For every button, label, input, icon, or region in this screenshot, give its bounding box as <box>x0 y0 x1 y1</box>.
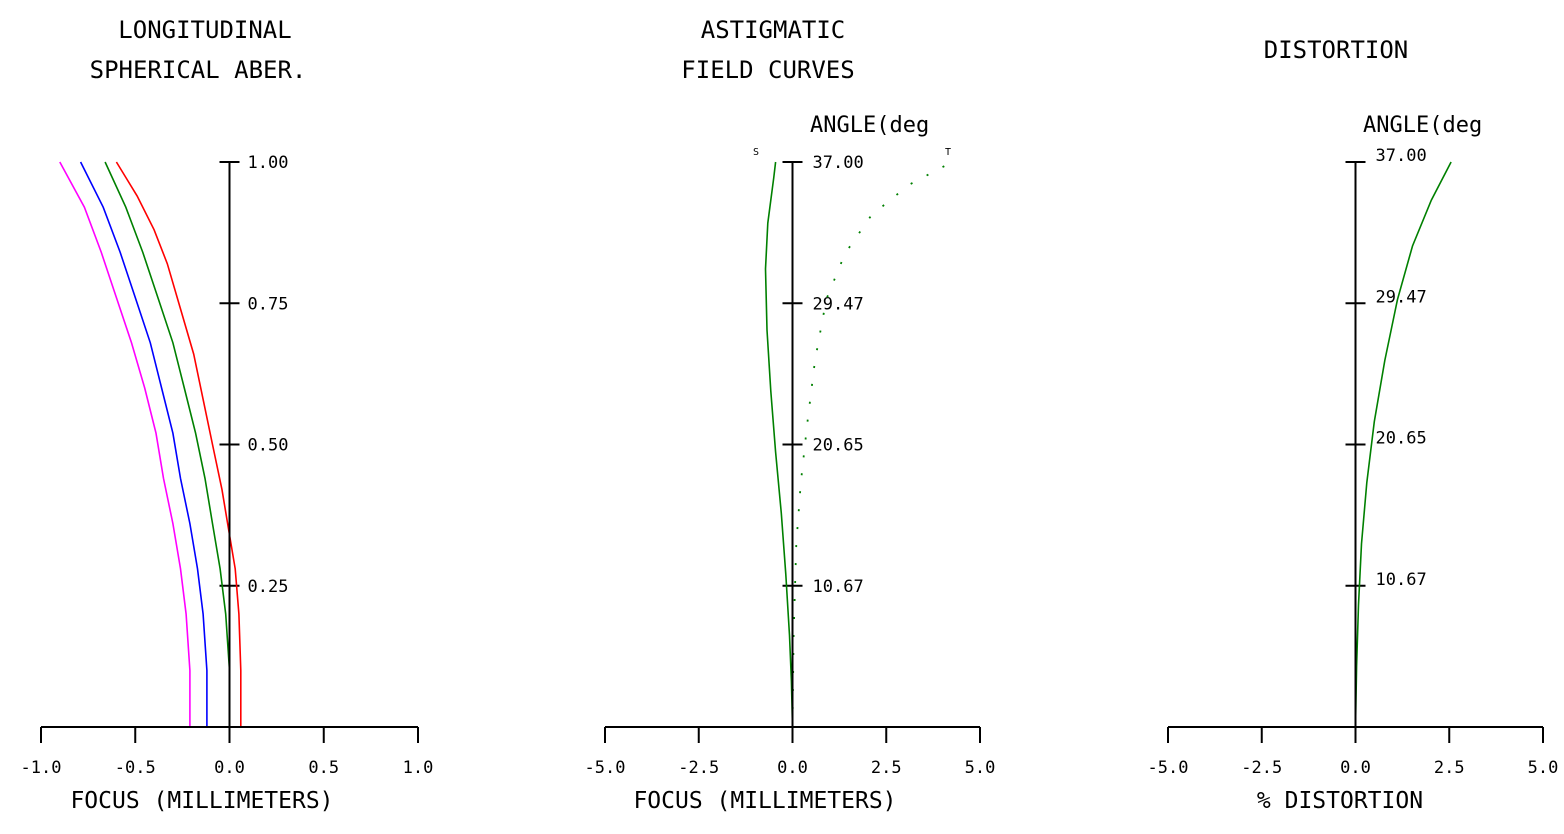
distortion-series <box>1354 161 1452 728</box>
distortion-y-ticks: 10.67 20.65 29.47 37.00 <box>1345 146 1427 590</box>
distortion-y-axis-label: ANGLE(deg <box>1363 113 1482 138</box>
distortion-y-tick-label: 10.67 <box>1376 570 1427 590</box>
astigmatic-y-axis-label: ANGLE(deg <box>810 113 929 138</box>
distortion-x-tick-label: 2.5 <box>1434 758 1465 778</box>
astigmatic-y-tick-label: 37.00 <box>813 153 864 173</box>
distortion-x-tick-label: -2.5 <box>1241 758 1282 778</box>
astigmatic-x-tick-label: 5.0 <box>965 758 996 778</box>
distortion-x-tick-label: -5.0 <box>1148 758 1189 778</box>
distortion-x-axis-label: % DISTORTION <box>1257 788 1423 814</box>
spherical-x-tick-label: -0.5 <box>115 758 156 778</box>
spherical-x-tick-label: 1.0 <box>403 758 434 778</box>
spherical-y-tick-label: 1.00 <box>248 153 289 173</box>
spherical-title-line-2: SPHERICAL ABER. <box>90 56 307 84</box>
spherical-x-tick-label: 0.5 <box>308 758 339 778</box>
astigmatic-x-tick-label: -2.5 <box>678 758 719 778</box>
spherical-series-line-4 <box>59 161 191 727</box>
spherical-y-tick-label: 0.75 <box>248 294 289 314</box>
distortion-y-tick-label: 37.00 <box>1376 146 1427 166</box>
distortion-title: DISTORTION <box>1264 36 1409 64</box>
astigmatic-series-line-1 <box>764 161 794 728</box>
astigmatic-title-line-1: ASTIGMATIC <box>701 16 846 44</box>
astigmatic-y-tick-label: 20.65 <box>813 436 864 456</box>
spherical-series <box>59 161 242 727</box>
astigmatic-x-ticks: -5.0 -2.5 0.0 2.5 5.0 <box>585 727 996 778</box>
astigmatic-series <box>764 161 955 728</box>
spherical-series-line-1 <box>115 161 242 727</box>
tangential-marker: T <box>945 147 951 158</box>
astigmatic-x-tick-label: -5.0 <box>585 758 626 778</box>
spherical-x-tick-label: 0.0 <box>214 758 245 778</box>
spherical-series-line-3 <box>79 161 208 727</box>
astigmatic-title-line-2: FIELD CURVES <box>681 56 854 84</box>
sagittal-marker: S <box>753 147 759 158</box>
spherical-y-tick-label: 0.25 <box>248 577 289 597</box>
astigmatic-panel: ASTIGMATIC FIELD CURVES ANGLE(deg S T -5… <box>585 16 996 814</box>
distortion-series-line-1 <box>1354 161 1452 728</box>
spherical-aberration-panel: LONGITUDINAL SPHERICAL ABER. -1.0 -0.5 0.0… <box>21 16 434 814</box>
distortion-y-tick-label: 20.65 <box>1376 429 1427 449</box>
distortion-panel: DISTORTION ANGLE(deg -5.0 -2.5 0.0 2.5 5.0 1… <box>1148 36 1559 814</box>
spherical-x-axis-label: FOCUS (MILLIMETERS) <box>70 788 333 814</box>
spherical-x-tick-label: -1.0 <box>21 758 62 778</box>
spherical-series-line-2 <box>104 161 231 727</box>
astigmatic-y-tick-label: 10.67 <box>813 577 864 597</box>
distortion-x-tick-label: 5.0 <box>1528 758 1559 778</box>
astigmatic-x-tick-label: 0.0 <box>777 758 808 778</box>
distortion-y-tick-label: 29.47 <box>1376 287 1427 307</box>
astigmatic-x-axis-label: FOCUS (MILLIMETERS) <box>633 788 896 814</box>
distortion-x-tick-label: 0.0 <box>1340 758 1371 778</box>
spherical-y-tick-label: 0.50 <box>248 436 289 456</box>
distortion-x-ticks: -5.0 -2.5 0.0 2.5 5.0 <box>1148 727 1559 778</box>
astigmatic-y-ticks: 10.67 20.65 29.47 37.00 <box>782 153 864 597</box>
spherical-title-line-1: LONGITUDINAL <box>118 16 291 44</box>
astigmatic-x-tick-label: 2.5 <box>871 758 902 778</box>
astigmatic-y-tick-label: 29.47 <box>813 294 864 314</box>
spherical-x-ticks: -1.0 -0.5 0.0 0.5 1.0 <box>21 727 434 778</box>
